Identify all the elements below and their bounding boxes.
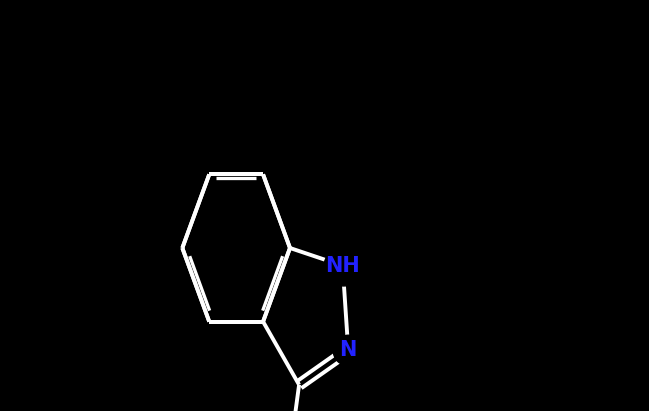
- Text: N: N: [339, 340, 357, 360]
- Text: NH: NH: [325, 256, 360, 276]
